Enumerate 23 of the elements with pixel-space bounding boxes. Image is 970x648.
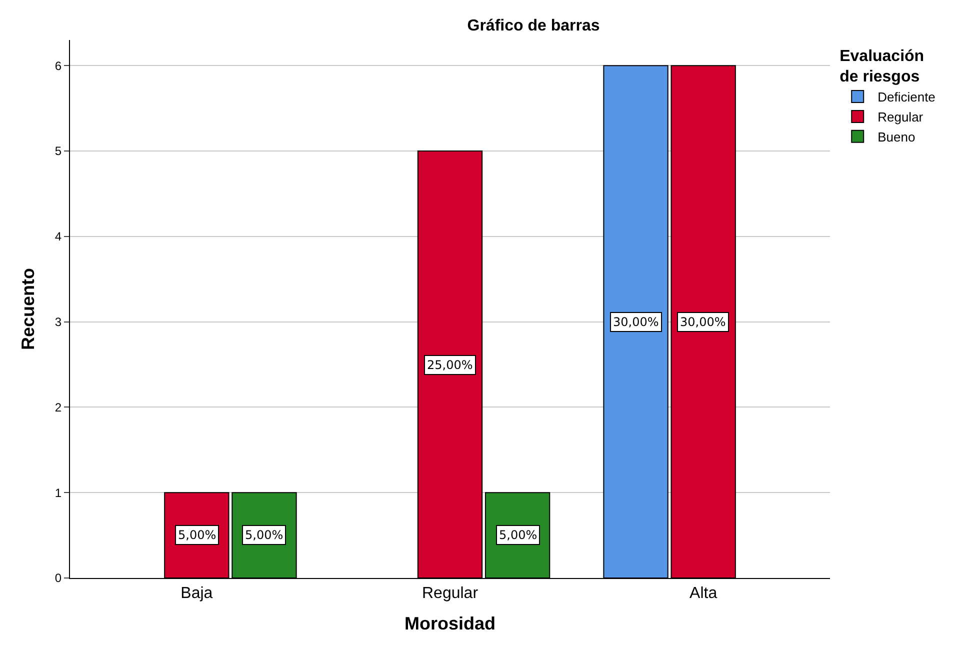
annotation: 5,00% xyxy=(245,528,284,542)
y-tick-label: 3 xyxy=(54,315,62,330)
annotation: 5,00% xyxy=(499,528,538,542)
y-tick-label: 5 xyxy=(54,144,62,158)
legend-label: Regular xyxy=(878,110,924,125)
chart-title: Gráfico de barras xyxy=(467,18,600,35)
y-axis-title: Recuento xyxy=(18,268,38,350)
annotation: 5,00% xyxy=(178,528,216,542)
y-tick-label: 4 xyxy=(54,230,62,244)
x-tick-label: Regular xyxy=(422,585,479,602)
annotation: 25,00% xyxy=(427,358,473,372)
legend-title: Evaluación de riesgos xyxy=(840,48,924,86)
y-tick-label: 0 xyxy=(54,571,62,586)
annotation: 30,00% xyxy=(613,315,659,329)
legend-label: Bueno xyxy=(878,129,916,144)
annotation: 30,00% xyxy=(680,315,726,329)
x-axis-title: Morosidad xyxy=(404,613,496,634)
y-tick-label: 6 xyxy=(54,58,62,73)
y-tick-label: 2 xyxy=(54,400,62,414)
legend-label: Deficiente xyxy=(878,90,936,105)
y-tick-label: 1 xyxy=(54,486,62,500)
x-tick-label: Alta xyxy=(690,585,718,602)
x-tick-label: Baja xyxy=(180,585,213,602)
